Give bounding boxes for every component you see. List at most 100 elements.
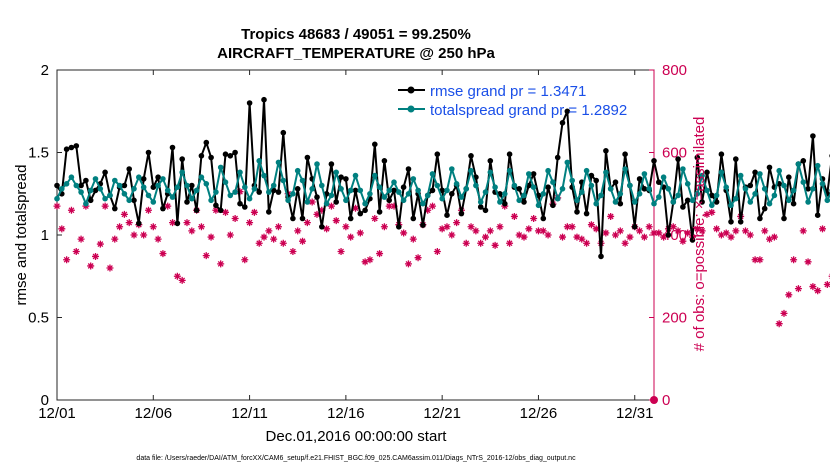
rmse-point	[449, 191, 455, 197]
rmse-point	[429, 187, 436, 194]
obs-assimilated-point	[799, 227, 807, 235]
obs-assimilated-point	[101, 202, 109, 210]
spread-point	[145, 192, 152, 199]
rmse-point	[87, 197, 94, 204]
obs-assimilated-point	[294, 227, 302, 235]
rmse-point	[728, 219, 734, 225]
chart-subtitle: AIRCRAFT_TEMPERATURE @ 250 hPa	[217, 45, 495, 62]
obs-assimilated-point	[303, 219, 311, 227]
obs-assimilated-point	[814, 287, 822, 295]
obs-assimilated-point	[698, 227, 706, 235]
obs-assimilated-point	[337, 248, 345, 255]
spread-point	[290, 191, 296, 197]
obs-assimilated-point	[804, 258, 812, 266]
spread-point	[665, 186, 672, 192]
rmse-point	[814, 212, 821, 218]
obs-assimilated-point	[602, 229, 610, 237]
rmse-point	[617, 200, 624, 207]
spread-point	[227, 192, 234, 199]
spread-point	[521, 192, 527, 199]
obs-assimilated-point	[356, 229, 364, 237]
spread-point	[372, 172, 378, 179]
spread-point	[458, 194, 465, 200]
x-axis-label: Dec.01,2016 00:00:00 start	[266, 428, 448, 445]
obs-assimilated-point	[250, 208, 258, 216]
rmse-point	[781, 215, 787, 222]
rmse-point	[140, 176, 147, 182]
rmse-point	[174, 220, 181, 227]
obs-assimilated-point	[578, 235, 586, 243]
rmse-point	[246, 100, 253, 106]
spread-point	[203, 181, 210, 187]
obs-assimilated-point	[472, 227, 480, 235]
spread-point	[155, 182, 161, 189]
y-tick-label: 2	[41, 62, 49, 79]
obs-assimilated-point	[149, 223, 157, 231]
spread-point	[343, 197, 349, 204]
rmse-point	[477, 204, 484, 210]
rmse-point	[790, 200, 797, 207]
rmse-point	[304, 154, 311, 161]
spread-point	[73, 182, 80, 189]
rmse-point	[656, 179, 662, 185]
obs-assimilated-point	[154, 235, 162, 243]
obs-assimilated-point	[106, 264, 114, 272]
rmse-point	[574, 209, 580, 215]
obs-assimilated-point	[727, 233, 735, 241]
spread-point	[405, 191, 412, 197]
rmse-point	[68, 144, 75, 151]
spread-point	[550, 179, 556, 185]
rmse-point	[684, 197, 691, 204]
spread-point	[631, 199, 638, 205]
y-tick-label: 1	[41, 227, 49, 244]
rmse-point	[198, 153, 205, 159]
spread-point	[217, 164, 224, 171]
obs-assimilated-point	[823, 281, 830, 288]
obs-assimilated-point	[794, 285, 802, 293]
spread-point	[540, 191, 547, 197]
obs-assimilated-point	[327, 202, 335, 210]
spread-point	[805, 199, 811, 205]
obs-assimilated-point	[530, 215, 538, 222]
obs-assimilated-point	[496, 223, 504, 231]
spread-point	[222, 179, 229, 185]
spread-point	[713, 192, 720, 199]
obs-assimilated-point	[717, 231, 725, 239]
rmse-point	[545, 184, 551, 190]
spread-point	[684, 181, 691, 187]
obs-assimilated-point	[178, 276, 186, 284]
spread-point	[304, 199, 311, 205]
rmse-point	[550, 202, 556, 209]
obs-assimilated-point	[510, 212, 518, 220]
rmse-point	[189, 182, 195, 189]
obs-assimilated-point	[347, 233, 355, 241]
spread-point	[492, 184, 498, 190]
spread-point	[670, 199, 677, 205]
spread-point	[718, 169, 725, 176]
spread-point	[333, 169, 340, 176]
rmse-point	[540, 215, 547, 222]
obs-assimilated-point	[289, 248, 297, 255]
obs-assimilated-point	[438, 225, 446, 233]
spread-point	[819, 181, 826, 187]
spread-point	[790, 187, 797, 194]
spread-point	[261, 172, 267, 179]
rmse-point	[208, 154, 214, 161]
spread-point	[338, 186, 344, 192]
x-tick-label: 12/16	[327, 405, 365, 422]
spread-point	[174, 184, 181, 190]
spread-point	[766, 200, 773, 207]
rmse-point	[598, 253, 604, 260]
rmse-point	[521, 199, 527, 205]
rmse-point	[559, 120, 566, 126]
spread-point	[439, 195, 446, 202]
rmse-point	[319, 224, 325, 230]
obs-assimilated-point	[361, 258, 369, 266]
rmse-point	[564, 108, 571, 115]
obs-assimilated-point	[125, 219, 133, 227]
spread-point	[651, 200, 657, 207]
obs-assimilated-point	[116, 223, 124, 231]
spread-point	[386, 187, 393, 194]
spread-point	[381, 194, 388, 200]
rmse-point	[357, 210, 364, 217]
